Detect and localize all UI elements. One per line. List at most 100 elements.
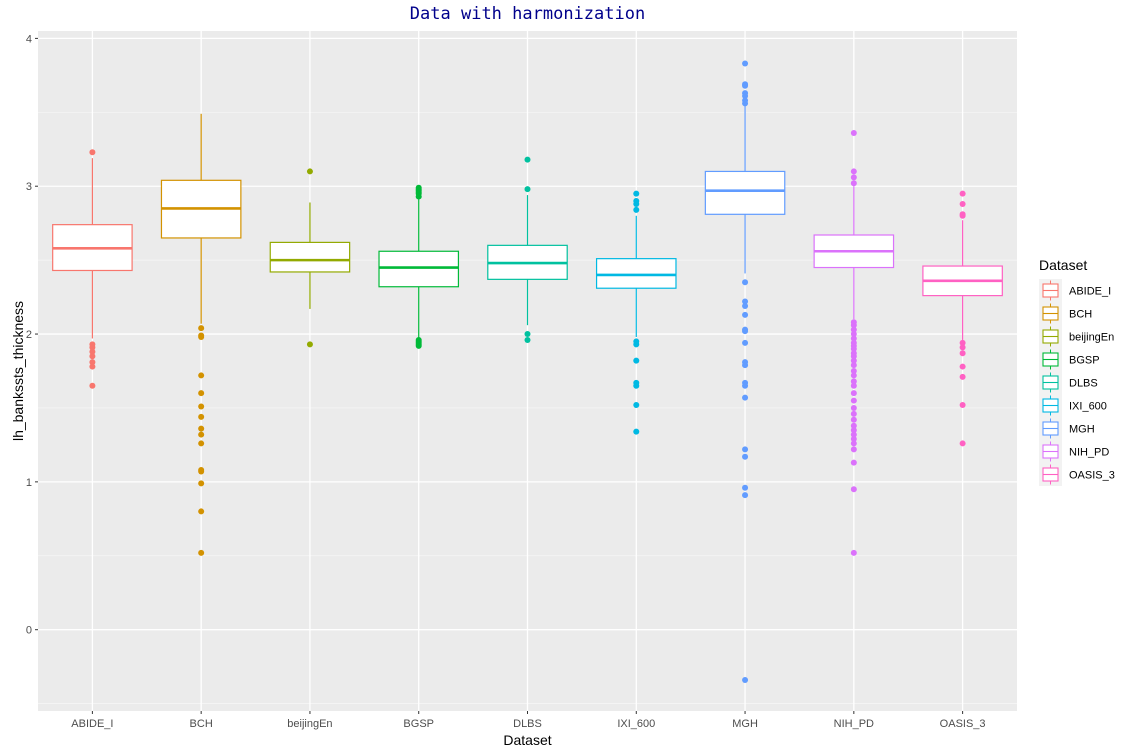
- outlier-point: [850, 378, 857, 385]
- y-axis: 0 1 2 3 4: [26, 33, 38, 637]
- outlier-point: [89, 344, 96, 351]
- legend-item-MGH: MGH: [1039, 417, 1095, 440]
- outlier-point: [742, 60, 749, 67]
- outlier-point: [850, 130, 857, 136]
- legend-label: beijingEn: [1069, 332, 1114, 344]
- legend-label: ABIDE_I: [1069, 286, 1111, 298]
- legend-item-IXI_600: IXI_600: [1039, 394, 1107, 417]
- legend-label: BGSP: [1069, 355, 1100, 367]
- outlier-point: [306, 341, 313, 348]
- boxplots: [52, 60, 1003, 683]
- x-tick-label: ABIDE_I: [71, 718, 113, 730]
- legend-items: ABIDE_I BCH beijingEn BGSP DLBS IXI_600 MGH NIH…: [1039, 279, 1115, 486]
- outlier-point: [850, 404, 857, 411]
- outlier-point: [850, 368, 857, 374]
- outlier-point: [198, 480, 205, 487]
- y-axis-title: lh_bankssts_thickness: [10, 301, 26, 441]
- outlier-point: [742, 492, 749, 499]
- x-axis: ABIDE_I BCH beijingEn BGSP DLBS IXI_600 MGH NIH…: [71, 711, 986, 730]
- box: [704, 170, 786, 215]
- outlier-point: [633, 402, 640, 408]
- x-tick-label: beijingEn: [287, 718, 332, 730]
- outlier-point: [633, 206, 640, 213]
- outlier-point: [959, 373, 966, 380]
- outlier-point: [850, 326, 857, 333]
- boxplot-beijingEn: [269, 168, 351, 348]
- outlier-point: [524, 331, 531, 338]
- outlier-point: [89, 353, 96, 360]
- outlier-point: [524, 156, 531, 163]
- outlier-point: [742, 382, 749, 389]
- outlier-point: [850, 174, 857, 181]
- y-tick-label: 2: [26, 329, 32, 341]
- boxplot-ABIDE_I: [52, 149, 133, 389]
- outlier-point: [89, 149, 96, 156]
- legend-label: MGH: [1069, 424, 1095, 436]
- outlier-point: [89, 348, 96, 355]
- outlier-point: [415, 342, 422, 349]
- outlier-point: [633, 200, 640, 207]
- outlier-point: [742, 311, 749, 318]
- x-tick-label: BGSP: [403, 718, 434, 730]
- y-tick-label: 3: [26, 181, 32, 193]
- outlier-point: [633, 190, 640, 197]
- outlier-point: [742, 298, 749, 305]
- x-tick-label: MGH: [732, 718, 758, 730]
- y-tick-label: 4: [26, 33, 32, 45]
- outlier-point: [850, 410, 857, 417]
- boxplot-DLBS: [487, 156, 568, 343]
- outlier-point: [89, 359, 96, 366]
- outlier-point: [850, 459, 857, 466]
- outlier-point: [850, 486, 857, 493]
- outlier-point: [742, 446, 749, 453]
- legend-title: Dataset: [1039, 257, 1087, 273]
- legend-item-beijingEn: beijingEn: [1039, 325, 1114, 348]
- chart-title: Data with harmonization: [410, 4, 645, 24]
- legend-label: OASIS_3: [1069, 470, 1115, 482]
- boxplot-NIH_PD: [813, 130, 895, 556]
- boxplot-BCH: [160, 113, 242, 556]
- outlier-point: [850, 168, 857, 175]
- outlier-point: [850, 416, 857, 423]
- outlier-point: [742, 82, 749, 89]
- box: [378, 250, 460, 288]
- legend-item-ABIDE_I: ABIDE_I: [1039, 279, 1111, 302]
- outlier-point: [850, 353, 857, 360]
- outlier-point: [959, 402, 966, 408]
- outlier-point: [198, 425, 205, 432]
- legend-label: IXI_600: [1069, 401, 1107, 413]
- outlier-point: [198, 549, 205, 556]
- boxplot-OASIS_3: [922, 190, 1003, 447]
- outlier-point: [850, 440, 857, 447]
- x-tick-label: BCH: [190, 718, 213, 730]
- legend-label: BCH: [1069, 309, 1092, 321]
- x-axis-title: Dataset: [503, 732, 551, 748]
- boxplot-IXI_600: [595, 190, 677, 435]
- outlier-point: [742, 100, 749, 107]
- outlier-point: [850, 446, 857, 453]
- outlier-point: [198, 390, 205, 397]
- outlier-point: [850, 436, 857, 442]
- outlier-point: [198, 508, 205, 515]
- outlier-point: [198, 468, 205, 475]
- outlier-point: [633, 428, 640, 435]
- outlier-point: [306, 168, 313, 175]
- outlier-point: [742, 302, 749, 309]
- outlier-point: [850, 322, 857, 329]
- outlier-point: [198, 413, 205, 420]
- legend-item-BGSP: BGSP: [1039, 348, 1100, 371]
- outlier-point: [742, 453, 749, 460]
- outlier-point: [89, 363, 96, 370]
- outlier-point: [850, 390, 857, 397]
- y-tick-label: 0: [26, 625, 32, 637]
- outlier-point: [742, 328, 749, 335]
- outlier-point: [850, 372, 857, 379]
- outlier-point: [850, 397, 857, 404]
- outlier-point: [198, 431, 205, 438]
- x-tick-label: IXI_600: [617, 718, 655, 730]
- outlier-point: [198, 403, 205, 410]
- outlier-point: [959, 440, 966, 447]
- outlier-point: [198, 372, 205, 379]
- outlier-point: [742, 362, 749, 369]
